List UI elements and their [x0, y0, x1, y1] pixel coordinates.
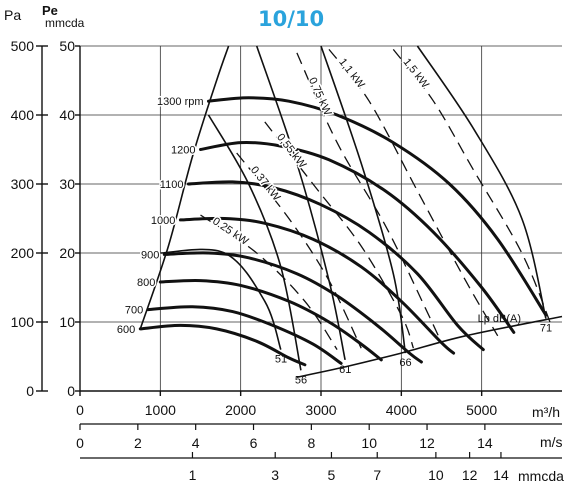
speed-curve-600 [138, 323, 307, 367]
speed-curve-label-1300-rpm: 1300 rpm [157, 96, 203, 108]
power-line-0-37-kw [236, 152, 362, 349]
velocity-tick-label: 14 [477, 435, 493, 451]
speed-curve-label-600: 600 [117, 324, 135, 336]
system-curve-56 [207, 114, 302, 371]
system-curve-51 [160, 248, 282, 350]
power-lines [200, 49, 551, 350]
y-tick-label-pa: 200 [11, 245, 35, 261]
y-tick-label-pa: 300 [11, 176, 35, 192]
velocity-tick-label: 4 [192, 435, 200, 451]
speed-curve-900 [162, 251, 423, 364]
system-curve-label-56: 56 [295, 374, 307, 386]
x-tick-label: 1000 [145, 402, 176, 418]
power-line-0-25-kw [200, 214, 338, 350]
x-tick-label: 0 [76, 402, 84, 418]
dynamic-pressure-unit-label: mmcda [518, 468, 564, 484]
dynamic-pressure-tick-label: 7 [373, 467, 381, 483]
upper-boundary-line [139, 45, 230, 330]
y-tick-label-mmcda: 50 [59, 38, 75, 54]
lower-boundary-label: Lp dB(A) [478, 313, 521, 325]
y-axis-label-pa: Pa [4, 7, 21, 23]
x-tick-label: 5000 [466, 402, 497, 418]
dynamic-pressure-tick-label: 3 [271, 467, 279, 483]
chart-title: 10/10 [258, 7, 324, 31]
system-curve-label-61: 61 [339, 364, 351, 376]
system-curve-label-66: 66 [399, 357, 411, 369]
speed-curve-label-700: 700 [125, 305, 143, 317]
speed-curve-1200 [199, 140, 516, 334]
speed-curve-700 [146, 305, 343, 365]
dynamic-pressure-tick-label: 1 [189, 467, 197, 483]
velocity-unit-label: m/s [540, 434, 563, 450]
y-tick-label-mmcda: 40 [59, 107, 75, 123]
velocity-tick-label: 8 [307, 435, 315, 451]
y-tick-label-mmcda: 30 [59, 176, 75, 192]
velocity-tick-label: 6 [250, 435, 258, 451]
y-axis-label-pe: Pe [42, 3, 58, 18]
power-line-label-0-75-kw: 0,75 kW [306, 76, 334, 118]
dynamic-pressure-tick-label: 14 [493, 467, 509, 483]
y-tick-label-pa: 400 [11, 107, 35, 123]
speed-curve-label-1000: 1000 [151, 215, 175, 227]
speed-curve-label-800: 800 [137, 277, 155, 289]
system-curve-71 [416, 45, 547, 319]
velocity-tick-label: 2 [134, 435, 142, 451]
power-line-label-1-5-kw: 1,5 kW [401, 56, 432, 91]
power-line-1-1-kw [328, 49, 499, 337]
system-curve-label-51: 51 [275, 354, 287, 366]
y-tick-label-mmcda: 20 [59, 245, 75, 261]
speed-curve-800 [158, 278, 383, 362]
dynamic-pressure-tick-label: 10 [428, 467, 444, 483]
dynamic-pressure-tick-label: 12 [462, 467, 478, 483]
y-tick-label-pa: 0 [26, 383, 34, 399]
x-tick-label: 4000 [386, 402, 417, 418]
speed-curve-label-1200: 1200 [171, 145, 195, 157]
speed-curve-1000 [178, 216, 456, 355]
system-curve-61 [255, 45, 346, 361]
system-curve-66 [320, 45, 407, 354]
speed-curve-label-1100: 1100 [160, 179, 184, 191]
velocity-tick-label: 12 [419, 435, 435, 451]
y-tick-label-pa: 100 [11, 314, 35, 330]
y-tick-label-mmcda: 0 [67, 383, 75, 399]
chart-boundaries: Lp dB(A) [139, 45, 563, 378]
power-line-0-55-kw [264, 121, 415, 349]
dynamic-pressure-tick-label: 5 [328, 467, 336, 483]
power-line-1-5-kw [392, 49, 551, 323]
speed-curve-label-900: 900 [141, 249, 159, 261]
velocity-tick-label: 10 [361, 435, 377, 451]
x-tick-label: 3000 [305, 402, 336, 418]
speed-curve-1300-rpm [207, 96, 548, 317]
system-curve-label-71: 71 [540, 323, 552, 335]
y-tick-label-pa: 500 [11, 38, 35, 54]
power-line-label-1-1-kw: 1,1 kW [336, 56, 367, 91]
y-axis-label-mmcda: mmcda [45, 16, 85, 30]
speed-curve-1100 [186, 180, 485, 352]
y-tick-label-mmcda: 10 [59, 314, 75, 330]
x-tick-label: 2000 [225, 402, 256, 418]
velocity-tick-label: 0 [76, 435, 84, 451]
x-axis-label: m³/h [532, 404, 560, 420]
speed-curves [138, 96, 548, 367]
